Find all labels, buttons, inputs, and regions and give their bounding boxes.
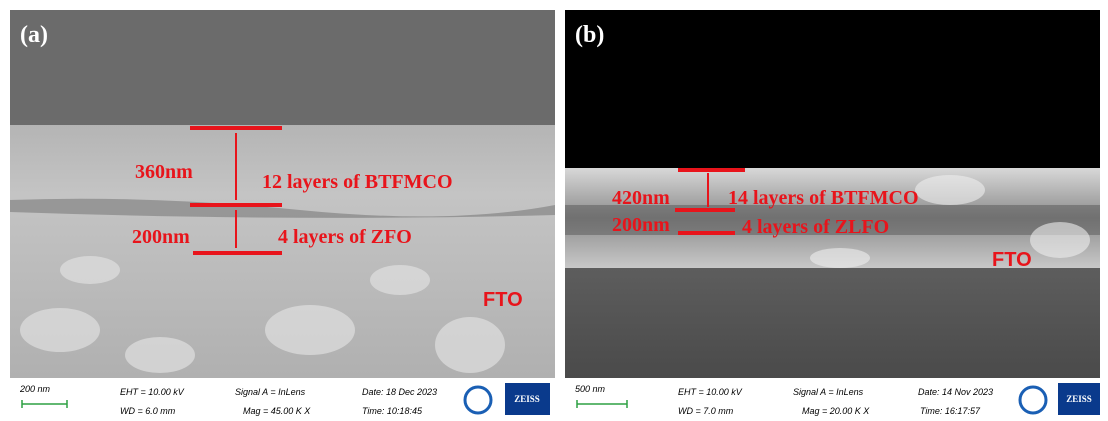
logo [465, 387, 491, 413]
info: EHT = 10.00 kV [120, 387, 185, 397]
info: Signal A = InLens [793, 387, 864, 397]
thickness-label: 200nm [132, 226, 190, 248]
panel-b: (b) 420nm 14 layers of BTFMCO 200nm 4 la… [565, 10, 1100, 421]
info: Time: 10:18:45 [362, 406, 423, 416]
brand: ZEISS [514, 394, 540, 404]
panel-label: (b) [575, 22, 604, 48]
scale-label: 500 nm [575, 384, 606, 394]
layer-label: 14 layers of BTFMCO [728, 187, 919, 209]
info: Signal A = InLens [235, 387, 306, 397]
scale-label: 200 nm [19, 384, 51, 394]
layer-label: 4 layers of ZFO [278, 226, 412, 248]
figure: (a) 360nm 12 layers of BTFMCO 200nm 4 la… [0, 0, 1108, 421]
info: Mag = 20.00 K X [802, 406, 870, 416]
substrate-label: FTO [483, 289, 523, 311]
panel-label: (a) [20, 22, 48, 48]
background [10, 10, 555, 125]
brand: ZEISS [1066, 394, 1092, 404]
info: Date: 14 Nov 2023 [918, 387, 993, 397]
layer-label: 12 layers of BTFMCO [262, 171, 453, 193]
info: Time: 16:17:57 [920, 406, 981, 416]
info: Date: 18 Dec 2023 [362, 387, 437, 397]
thickness-label: 360nm [135, 161, 193, 183]
info: WD = 7.0 mm [678, 406, 734, 416]
info: Mag = 45.00 K X [243, 406, 311, 416]
panel-a: (a) 360nm 12 layers of BTFMCO 200nm 4 la… [10, 10, 555, 416]
layer-label: 4 layers of ZLFO [742, 216, 889, 238]
scale-bar [22, 400, 67, 408]
background [565, 10, 1100, 168]
substrate-label: FTO [992, 249, 1032, 271]
info: EHT = 10.00 kV [678, 387, 743, 397]
thickness-label: 420nm [612, 187, 670, 209]
thickness-label: 200nm [612, 214, 670, 236]
info: WD = 6.0 mm [120, 406, 176, 416]
